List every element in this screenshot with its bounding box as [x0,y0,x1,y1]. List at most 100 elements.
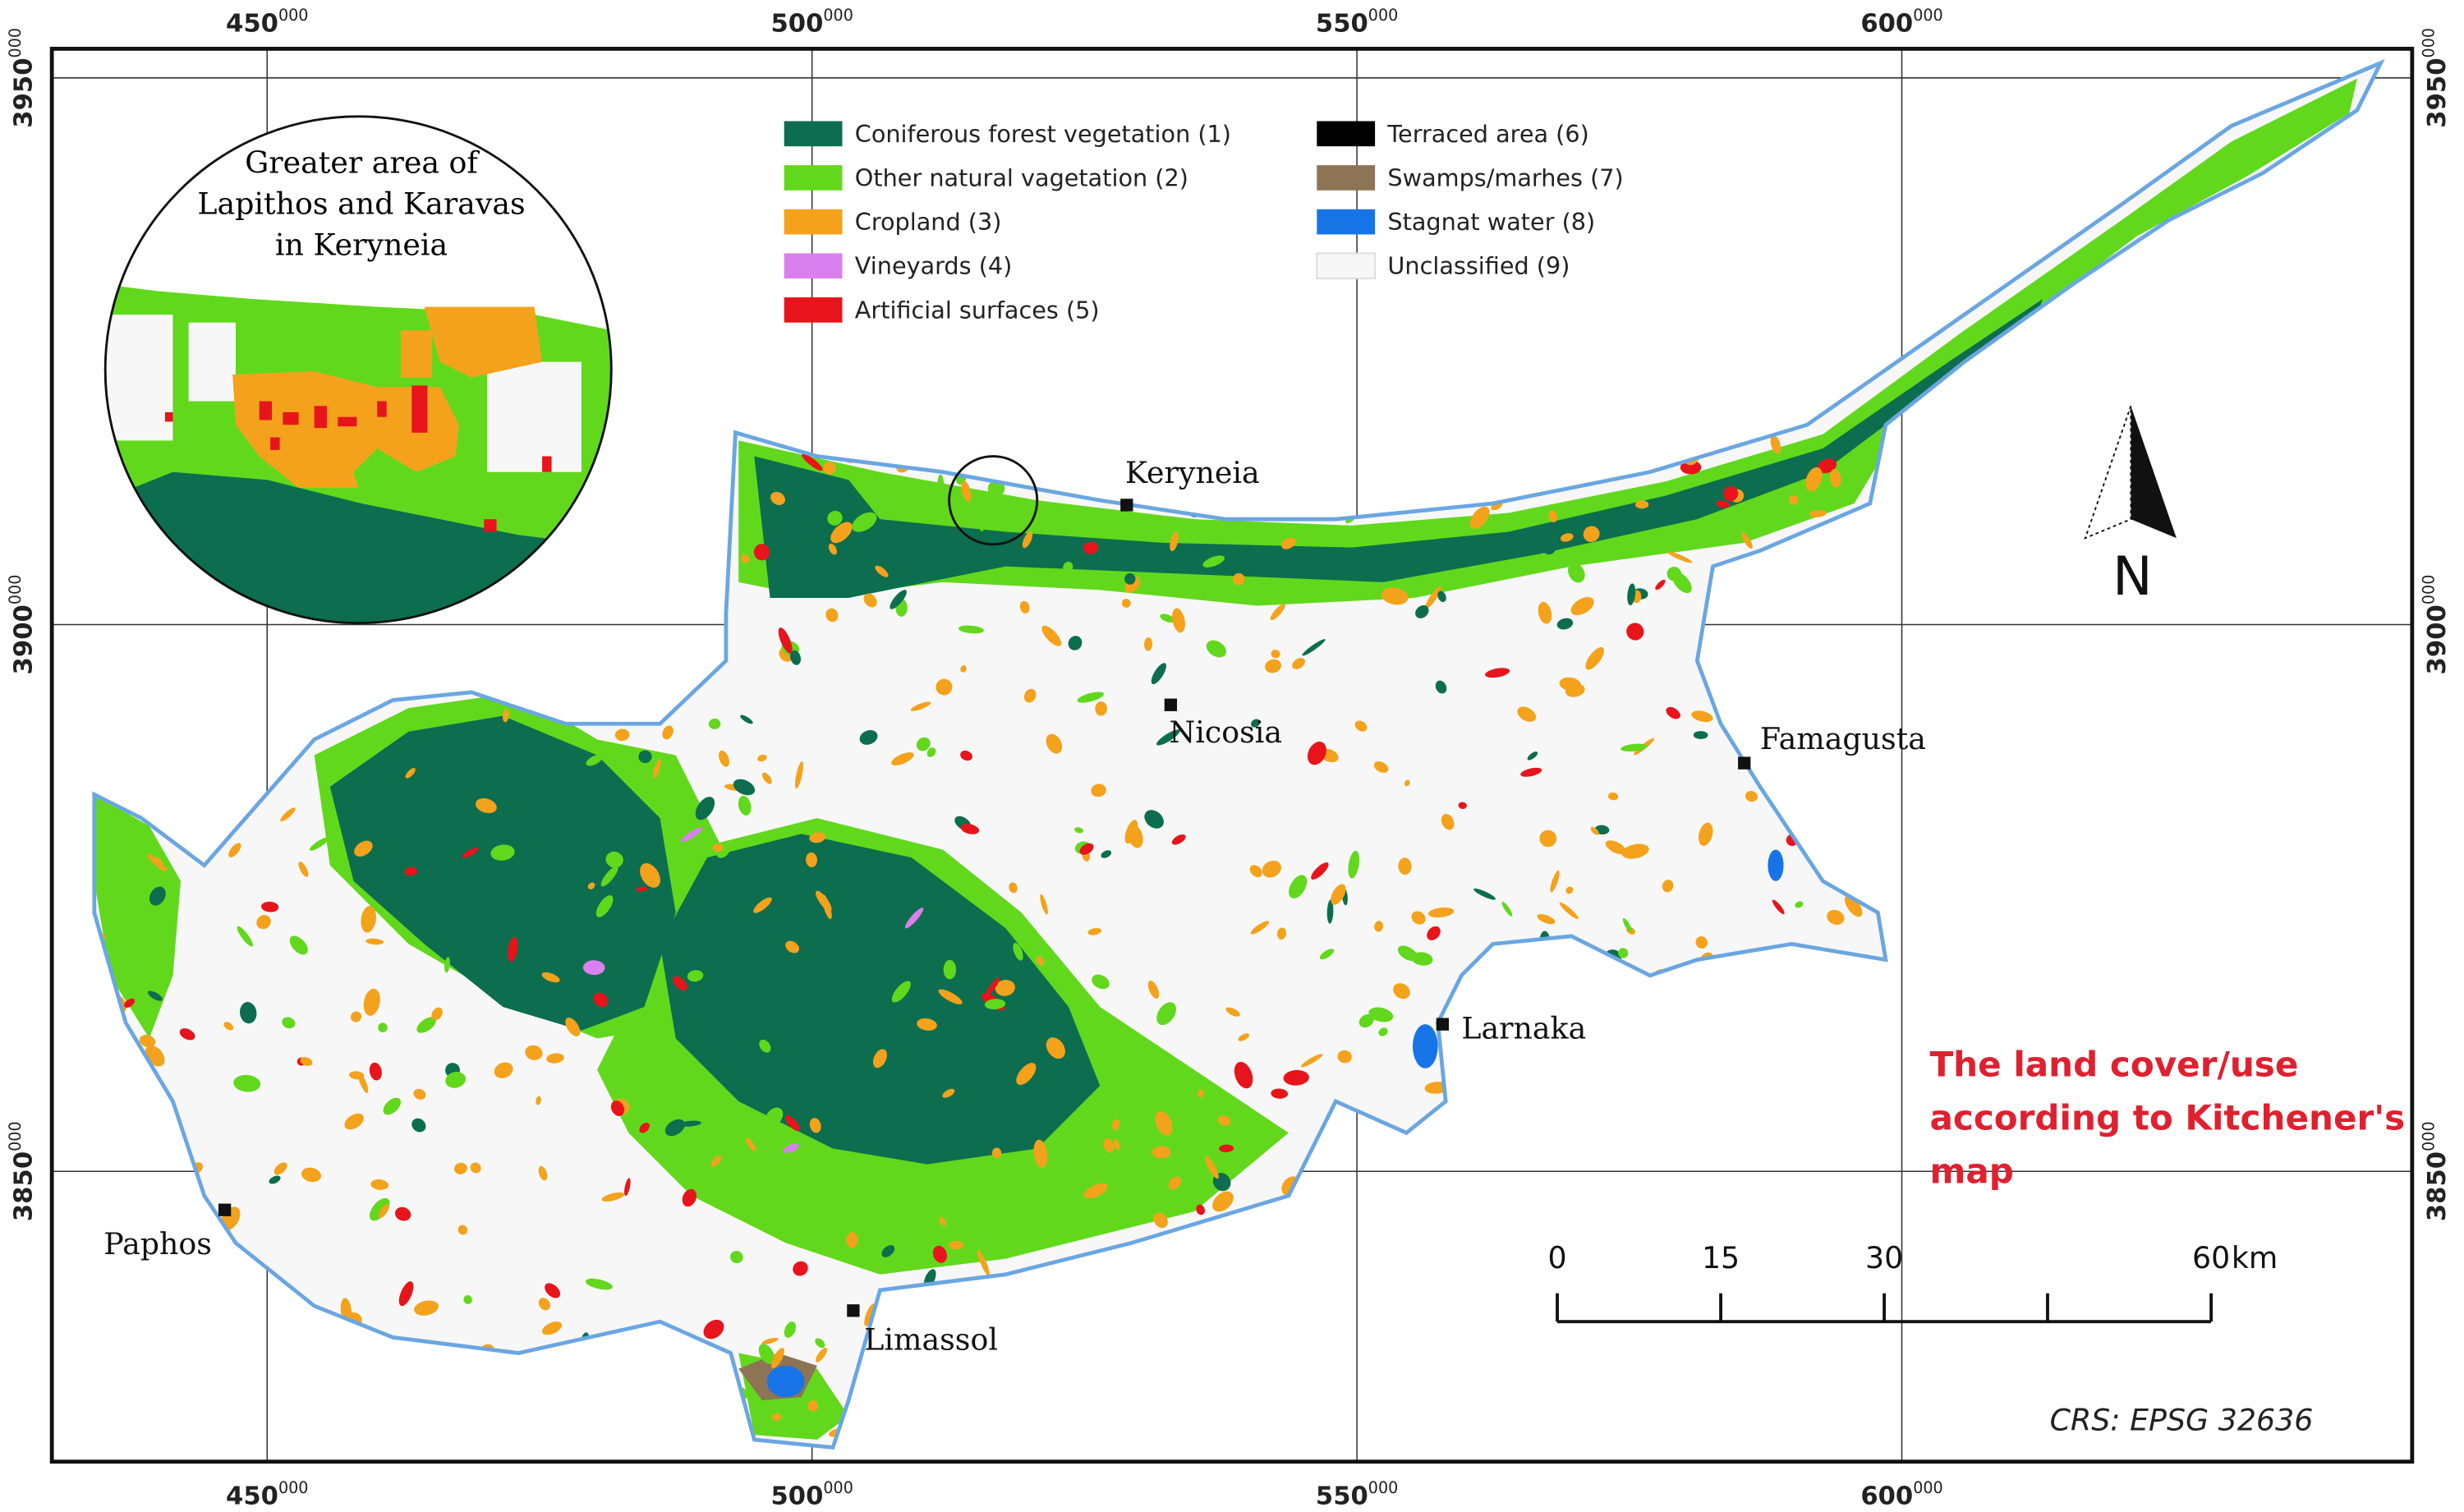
land-cover-patch [960,665,967,673]
land-cover-patch [875,565,889,577]
land-cover-patch [1153,1212,1168,1229]
land-cover-patch [1171,834,1186,845]
land-cover-patch [1398,857,1412,875]
land-cover-patch [179,1028,195,1041]
tick-main: 3900 [9,604,38,674]
land-cover-patch [1016,1063,1037,1085]
legend-swatch [1317,165,1376,191]
land-cover-patch [807,1400,818,1412]
land-cover-patch [1060,1190,1073,1204]
land-cover-patch [1627,583,1636,606]
land-cover-patch [1415,604,1429,618]
tick-main: 500 [770,1482,823,1510]
place-marker [1120,499,1133,512]
land-cover-patch [761,1337,779,1344]
north-arrow: N [2084,405,2177,608]
water-patch [1768,849,1784,881]
scale-bar-label: 60 [2192,1240,2230,1275]
land-cover-patch [363,988,380,1016]
land-cover-patch [1036,956,1045,966]
land-cover-patch [1074,827,1083,834]
land-cover-patch [565,1018,581,1036]
land-cover-patch [1605,840,1626,855]
land-cover-patch [490,844,515,861]
land-cover-patch [1289,875,1308,898]
land-cover-patch [1770,434,1781,454]
tick-label: 3850000 [2420,1121,2452,1221]
land-cover-patch [136,894,147,913]
land-cover-patch [160,871,171,878]
land-cover-patch [605,851,623,868]
land-cover-patch [239,1002,257,1024]
land-cover-patch [765,1107,784,1127]
land-cover-patch [1156,1002,1176,1026]
land-cover-patch [960,824,980,834]
land-cover-patch [611,1100,625,1116]
land-cover-patch [1404,779,1410,787]
land-cover-patch [1225,1007,1240,1017]
land-cover-patch [695,797,715,820]
land-cover-patch [1667,551,1693,563]
land-cover-patch [1741,531,1753,549]
land-cover-patch [370,1179,389,1190]
land-cover-patch [1249,865,1262,878]
land-cover-patch [991,1147,1002,1159]
land-cover-patch [1585,646,1604,670]
land-cover-patch [1218,1115,1231,1126]
land-cover-patch [1326,899,1334,924]
land-cover-patch [1152,1146,1171,1159]
land-cover-patch [1276,927,1287,940]
land-cover-patch [1565,683,1585,697]
place-marker [847,1304,860,1317]
land-cover-patch [1040,894,1048,915]
land-cover-patch [1680,460,1702,475]
land-cover-patch [1083,541,1099,554]
place-marker [1436,1018,1450,1031]
land-cover-patch [1805,466,1823,492]
land-cover-patch [753,544,770,561]
land-cover-patch [1381,587,1409,605]
tick-sup: 000 [6,1121,25,1151]
land-cover-patch [719,750,729,767]
title-line: The land cover/use [1929,1044,2298,1084]
land-cover-patch [404,866,418,876]
land-cover-patch [256,915,271,930]
land-cover-patch [783,1143,799,1153]
land-cover-patch [937,474,945,501]
inset-red [411,385,428,433]
land-cover-patch [942,1088,955,1098]
land-cover-patch [1121,598,1131,608]
land-cover-patch [961,480,972,503]
land-cover-patch [541,972,560,983]
land-cover-patch [816,1348,827,1363]
land-cover-patch [411,1118,426,1133]
land-cover-patch [960,750,972,761]
land-cover-patch [1354,720,1368,732]
land-cover-patch [378,1203,389,1219]
land-cover-patch [823,462,836,475]
land-cover-patch [1079,843,1094,855]
map-frame [49,46,2415,1464]
land-cover-patch [378,1023,388,1032]
land-cover-patch [891,981,911,1003]
land-cover-patch [636,886,648,892]
land-cover-patch [1809,509,1827,517]
land-cover-patch [593,992,609,1008]
locator-circle [948,455,1039,546]
tick-label: 600000 [1860,1478,1942,1510]
legend-label: Coniferous forest vegetation (1) [855,120,1231,148]
land-cover-patch [977,1249,990,1276]
land-cover-patch [1537,914,1556,925]
land-cover-patch [1458,802,1467,809]
tick-main: 3950 [2423,57,2452,127]
land-cover-patch [1550,870,1560,893]
land-cover-patch [1378,1027,1388,1036]
land-cover-patch [825,608,839,623]
land-cover-patch [228,843,241,857]
land-cover-patch [1172,608,1185,633]
tick-label: 3950000 [6,28,38,128]
land-cover-patch [703,1319,724,1340]
place-label: Limassol [864,1322,998,1358]
land-cover-patch [413,1088,426,1100]
land-cover-patch [761,772,772,784]
